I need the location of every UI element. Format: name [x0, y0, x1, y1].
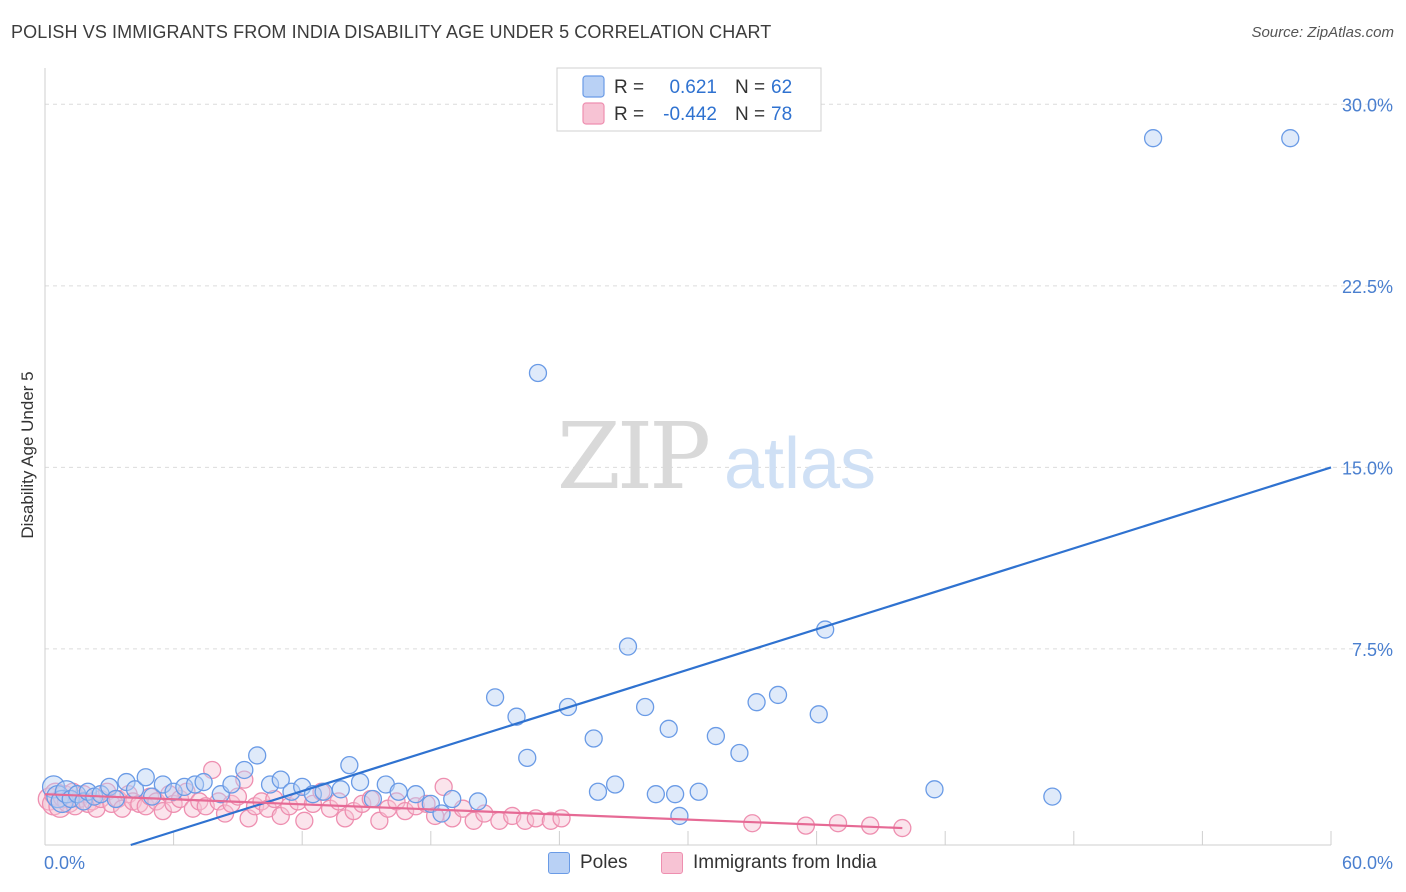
poles-point-56	[689, 782, 708, 801]
poles-point-64	[1043, 787, 1062, 806]
legend-swatch-poles	[582, 75, 605, 98]
poles-point-6	[74, 792, 93, 811]
poles-point-25	[260, 775, 280, 794]
poles-point-43	[507, 707, 526, 726]
legend-n-value-india: 78	[771, 104, 792, 125]
poles-point-18	[175, 777, 194, 797]
poles-point-47	[584, 729, 603, 748]
poles-point-16	[153, 775, 173, 794]
india-point-46	[295, 811, 314, 830]
poles-point-57	[706, 726, 726, 746]
poles-point-49	[605, 775, 625, 794]
poles-point-41	[468, 792, 488, 811]
poles-point-14	[136, 768, 155, 787]
india-point-53	[353, 794, 372, 814]
poles-point-36	[389, 782, 408, 801]
poles-point-39	[432, 804, 451, 823]
poles-point-58	[730, 743, 749, 763]
india-point-24	[153, 801, 173, 821]
india-point-44	[280, 797, 299, 816]
legend-r-label-india: R =	[614, 104, 644, 125]
legend-n-label-poles: N =	[735, 77, 765, 98]
poles-point-55	[670, 806, 689, 826]
india-point-72	[552, 809, 571, 828]
poles-point-26	[271, 770, 290, 789]
poles-point-44	[518, 748, 537, 768]
legend-item-poles: Poles	[548, 852, 628, 874]
legend-label-india: Immigrants from India	[693, 852, 877, 873]
poles-point-53	[659, 719, 678, 738]
poles-point-33	[350, 772, 370, 792]
poles-point-32	[340, 755, 359, 775]
poles-point-42	[485, 688, 505, 707]
chart-title: POLISH VS IMMIGRANTS FROM INDIA DISABILI…	[11, 22, 772, 42]
india-point-58	[395, 801, 415, 821]
legend-top: R = 0.621 N = 62 R = -0.442 N = 78	[556, 67, 822, 132]
poles-point-23	[235, 760, 254, 780]
india-point-75	[828, 814, 848, 833]
poles-point-51	[635, 697, 655, 717]
legend-r-value-poles: 0.621	[669, 77, 717, 98]
x-tick-label-0: 0.0%	[44, 853, 85, 873]
legend-item-india: Immigrants from India	[661, 852, 877, 874]
grid	[45, 103, 1391, 845]
poles-point-54	[665, 785, 685, 804]
axes	[44, 68, 1331, 846]
legend-swatch-india-bottom	[661, 852, 683, 874]
legend-r-value-india: -0.442	[663, 104, 717, 125]
poles-point-59	[747, 693, 766, 712]
series-india-points	[37, 760, 912, 838]
poles-point-24	[248, 746, 267, 765]
poles-point-11	[106, 789, 125, 809]
poles-point-63	[925, 780, 944, 799]
watermark-zip: ZIP	[557, 403, 708, 510]
legend-label-poles: Poles	[580, 852, 628, 873]
trendline-poles	[130, 466, 1332, 847]
series-poles-points	[41, 129, 1300, 826]
poles-point-22	[222, 775, 241, 794]
poles-point-40	[443, 789, 462, 809]
y-tick-label-1: 15.0%	[1342, 458, 1393, 478]
legend-swatch-poles-bottom	[548, 852, 570, 874]
tick-labels: 7.5% 15.0% 22.5% 30.0% 0.0% 60.0%	[44, 95, 1393, 873]
india-point-71	[541, 811, 560, 830]
legend-n-label-india: N =	[735, 104, 765, 125]
y-tick-label-0: 7.5%	[1352, 640, 1393, 660]
india-point-65	[464, 811, 483, 830]
trendlines	[44, 466, 1332, 847]
poles-point-34	[363, 789, 383, 809]
poles-point-60	[768, 685, 788, 705]
legend-swatch-india	[582, 102, 605, 125]
x-tick-label-1: 60.0%	[1342, 853, 1393, 873]
poles-point-66	[1281, 129, 1300, 148]
source-label: Source: ZipAtlas.com	[1251, 24, 1394, 41]
poles-point-48	[588, 782, 608, 801]
poles-point-45	[528, 363, 548, 383]
poles-point-31	[331, 780, 350, 799]
poles-point-52	[646, 785, 665, 804]
india-point-74	[796, 816, 816, 835]
poles-point-65	[1143, 129, 1163, 148]
y-tick-label-3: 30.0%	[1342, 95, 1393, 115]
trendline-india	[44, 793, 903, 830]
poles-point-15	[143, 787, 162, 806]
poles-point-37	[406, 785, 425, 804]
watermark-atlas: atlas	[724, 424, 876, 504]
legend-bottom: Poles Immigrants from India	[0, 852, 1406, 878]
poles-point-20	[194, 772, 213, 792]
legend-n-value-poles: 62	[771, 77, 792, 98]
legend-r-label-poles: R =	[614, 77, 644, 98]
poles-point-28	[293, 777, 312, 797]
poles-point-61	[809, 705, 828, 724]
watermark: ZIP atlas	[557, 403, 876, 510]
poles-point-50	[618, 637, 638, 656]
y-tick-label-2: 22.5%	[1342, 277, 1393, 297]
y-axis-label: Disability Age Under 5	[18, 371, 37, 539]
